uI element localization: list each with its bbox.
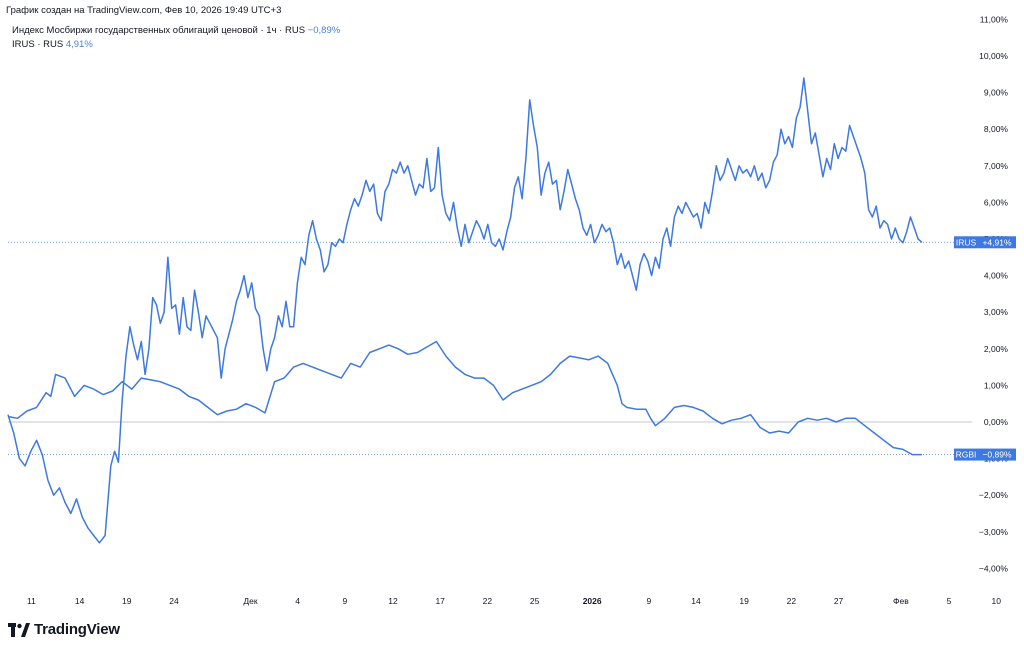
y-tick-label: 7,00% [984,161,1009,171]
y-tick-label: −2,00% [979,490,1009,500]
x-tick-label: 10 [991,596,1001,606]
y-tick-label: 2,00% [984,344,1009,354]
x-tick-label: 9 [646,596,651,606]
x-tick-label: 25 [530,596,540,606]
y-tick-label: 4,00% [984,271,1009,281]
badge-symbol: IRUS [956,237,977,247]
x-tick-label: 11 [27,596,36,606]
x-tick-label: 5 [947,596,952,606]
x-tick-label: 19 [122,596,132,606]
legend-series-rgbi-value: −0,89% [307,25,341,36]
y-tick-label: −4,00% [979,563,1009,573]
legend: Индекс Мосбиржи государственных облигаци… [12,24,340,52]
badge-value: −0,89% [982,450,1012,460]
series-line-irus[interactable] [7,77,923,544]
x-tick-label: 4 [295,596,300,606]
x-tick-label: Фев [893,596,909,606]
x-tick-label: 19 [739,596,749,606]
badge-value-bg [978,236,1016,249]
x-tick-label: Дек [243,596,257,606]
price-badge-rgbi: RGBI −0,89% [954,448,1016,461]
tradingview-wordmark: TradingView [34,621,120,638]
badge-symbol: RGBI [956,450,977,460]
legend-series-rgbi[interactable]: Индекс Мосбиржи государственных облигаци… [12,24,340,38]
y-tick-label: −3,00% [979,527,1009,537]
tradingview-logo-icon [8,622,30,637]
x-tick-label: 22 [787,596,797,606]
y-tick-label: 9,00% [984,88,1009,98]
y-tick-label: 3,00% [984,307,1009,317]
badge-symbol-bg [954,448,978,461]
legend-series-rgbi-name: Индекс Мосбиржи государственных облигаци… [12,25,306,36]
x-tick-label: 12 [388,596,398,606]
y-tick-label: 11,00% [980,14,1009,24]
line-chart[interactable]: 11,00%10,00%9,00%8,00%7,00%6,00%5,00%4,0… [0,0,1024,620]
x-axis: 11 14 19 24 Дек 4 9 12 17 22 25 2026 9 14 19 22 27 Фев 5 10 [27,596,1001,606]
x-tick-label: 9 [342,596,347,606]
y-tick-label: 0,00% [984,417,1009,427]
x-tick-label: 27 [834,596,844,606]
y-axis: 11,00%10,00%9,00%8,00%7,00%6,00%5,00%4,0… [8,14,1008,573]
y-tick-label: 6,00% [984,197,1009,207]
badge-symbol-bg [954,236,978,249]
tradingview-logo[interactable]: TradingView [8,621,120,638]
chart-caption: График создан на TradingView.com, Фев 10… [6,5,282,16]
price-badges: IRUS +4,91% RGBI −0,89% [954,236,1016,461]
y-tick-label: 1,00% [984,380,1009,390]
x-tick-label: 24 [169,596,179,606]
legend-series-irus-value: 4,91% [65,39,93,50]
x-tick-label: 22 [483,596,493,606]
y-tick-label: 8,00% [984,124,1009,134]
series-layer [7,77,954,544]
price-badge-irus: IRUS +4,91% [954,236,1016,249]
series-line-rgbi[interactable] [7,340,922,456]
badge-value-bg [978,448,1016,461]
x-tick-label: 14 [75,596,85,606]
legend-series-irus-name: IRUS · RUS [12,39,64,50]
x-tick-label: 14 [691,596,701,606]
x-tick-label: 17 [435,596,445,606]
badge-value: +4,91% [982,237,1012,247]
legend-series-irus[interactable]: IRUS · RUS 4,91% [12,38,340,52]
y-tick-label: 10,00% [979,51,1008,61]
x-tick-label: 2026 [583,596,602,606]
